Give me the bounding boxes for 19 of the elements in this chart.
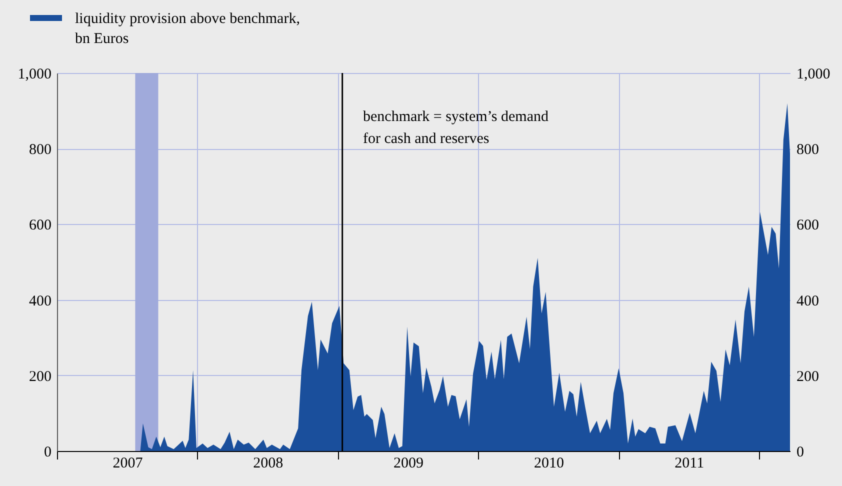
y-tick-label: 1,000: [18, 66, 52, 82]
y2-tick-label: 800: [796, 142, 819, 158]
y2-tick-label: 1,000: [796, 66, 830, 82]
y-tick-label: 800: [29, 142, 52, 158]
annotation: benchmark = system’s demand for cash and reserves: [363, 109, 549, 147]
y2-tick-label: 0: [796, 444, 804, 460]
x-tick-label: 2009: [394, 456, 424, 472]
y2-tick-label: 200: [796, 368, 819, 385]
y-tick-label: 400: [29, 293, 52, 310]
y-tick-label: 0: [44, 444, 52, 460]
legend-label: liquidity provision above benchmark, bn Euros: [75, 11, 300, 47]
y2-tick-label: 400: [796, 293, 819, 310]
y2-tick-label: 600: [796, 218, 819, 234]
x-tick-label: 2011: [674, 456, 704, 472]
y-tick-label: 200: [29, 368, 52, 385]
y-tick-label: 600: [29, 218, 52, 234]
x-tick-label: 2007: [112, 456, 144, 472]
x-tick-label: 2010: [534, 456, 564, 472]
x-tick-label: 2008: [253, 456, 284, 472]
